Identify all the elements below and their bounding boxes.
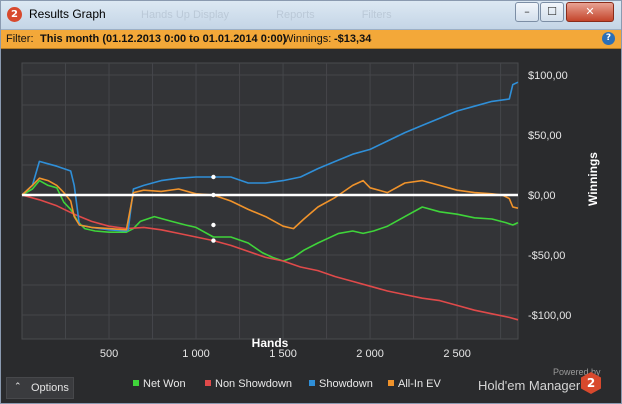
results-chart: 500 1 000 1 500 2 000 2 500 $100,00 $50,00 $0,… bbox=[21, 62, 600, 360]
title-bar[interactable]: 2 Results Graph Hands Up Display Reports… bbox=[1, 1, 621, 30]
options-button[interactable]: ⌃ Options bbox=[6, 377, 74, 399]
app-logo-icon: 2 bbox=[7, 7, 22, 22]
legend-item-showdown[interactable]: Showdown bbox=[309, 378, 373, 390]
series-line-all-in-ev bbox=[21, 177, 519, 231]
chevron-up-icon: ⌃ bbox=[14, 381, 22, 391]
filter-range: This month (01.12.2013 0:00 to 01.01.201… bbox=[40, 33, 287, 45]
plot-area bbox=[21, 62, 519, 340]
close-button[interactable]: ✕ bbox=[566, 2, 614, 22]
filter-label: Filter: bbox=[6, 33, 34, 45]
product-name: Hold'em Manager bbox=[478, 378, 581, 393]
y-tick-label: $0,00 bbox=[528, 190, 556, 202]
x-tick-labels: 500 1 000 1 500 2 000 2 500 bbox=[100, 348, 471, 360]
legend-label: Showdown bbox=[319, 378, 373, 390]
legend-swatch bbox=[388, 380, 394, 386]
legend-swatch bbox=[205, 380, 211, 386]
x-tick-label: 2 500 bbox=[443, 348, 471, 360]
background-menu-item: Filters bbox=[361, 9, 392, 21]
hover-marker bbox=[211, 192, 216, 198]
y-tick-labels: $100,00 $50,00 $0,00 -$50,00 -$100,00 bbox=[528, 70, 571, 322]
y-tick-label: $100,00 bbox=[528, 70, 568, 82]
y-tick-label: -$100,00 bbox=[528, 310, 571, 322]
x-tick-label: 1 000 bbox=[182, 348, 210, 360]
x-tick-label: 1 500 bbox=[269, 348, 297, 360]
winnings-value: -$13,34 bbox=[334, 33, 372, 45]
background-menu: Hands Up Display Reports Filters bbox=[141, 9, 436, 21]
powered-by-text: Powered by bbox=[553, 367, 601, 377]
series-lines bbox=[21, 81, 519, 321]
y-axis-title: Winnings bbox=[586, 152, 600, 206]
hover-marker bbox=[211, 174, 216, 180]
window-title: Results Graph bbox=[29, 7, 106, 21]
filter-bar: Filter: This month (01.12.2013 0:00 to 0… bbox=[1, 30, 621, 49]
legend-label: All-In EV bbox=[398, 378, 441, 390]
holdem-manager-logo: 2 bbox=[581, 372, 601, 394]
y-tick-label: -$50,00 bbox=[528, 250, 565, 262]
legend-item-net-won[interactable]: Net Won bbox=[133, 378, 186, 390]
legend-label: Net Won bbox=[143, 378, 186, 390]
hover-markers bbox=[211, 174, 216, 243]
options-label: Options bbox=[31, 382, 69, 394]
series-line-non-showdown bbox=[21, 194, 519, 321]
y-tick-label: $50,00 bbox=[528, 130, 562, 142]
series-line-showdown bbox=[21, 81, 519, 232]
winnings-label: Winnings: bbox=[283, 33, 332, 45]
maximize-button[interactable]: ☐ bbox=[540, 2, 564, 22]
x-tick-label: 2 000 bbox=[356, 348, 384, 360]
minimize-button[interactable]: – bbox=[515, 2, 539, 22]
legend-item-all-in-ev[interactable]: All-In EV bbox=[388, 378, 441, 390]
help-icon[interactable]: ? bbox=[602, 32, 615, 45]
background-menu-item: Reports bbox=[276, 9, 315, 21]
legend-item-non-showdown[interactable]: Non Showdown bbox=[205, 378, 292, 390]
x-axis-title: Hands bbox=[252, 336, 289, 350]
legend-swatch bbox=[309, 380, 315, 386]
legend-swatch bbox=[133, 380, 139, 386]
x-tick-label: 500 bbox=[100, 348, 118, 360]
hover-marker bbox=[211, 222, 216, 228]
grid bbox=[22, 63, 518, 339]
legend-label: Non Showdown bbox=[215, 378, 293, 390]
background-menu-item: Hands Up Display bbox=[141, 9, 230, 21]
hover-marker bbox=[211, 238, 216, 243]
